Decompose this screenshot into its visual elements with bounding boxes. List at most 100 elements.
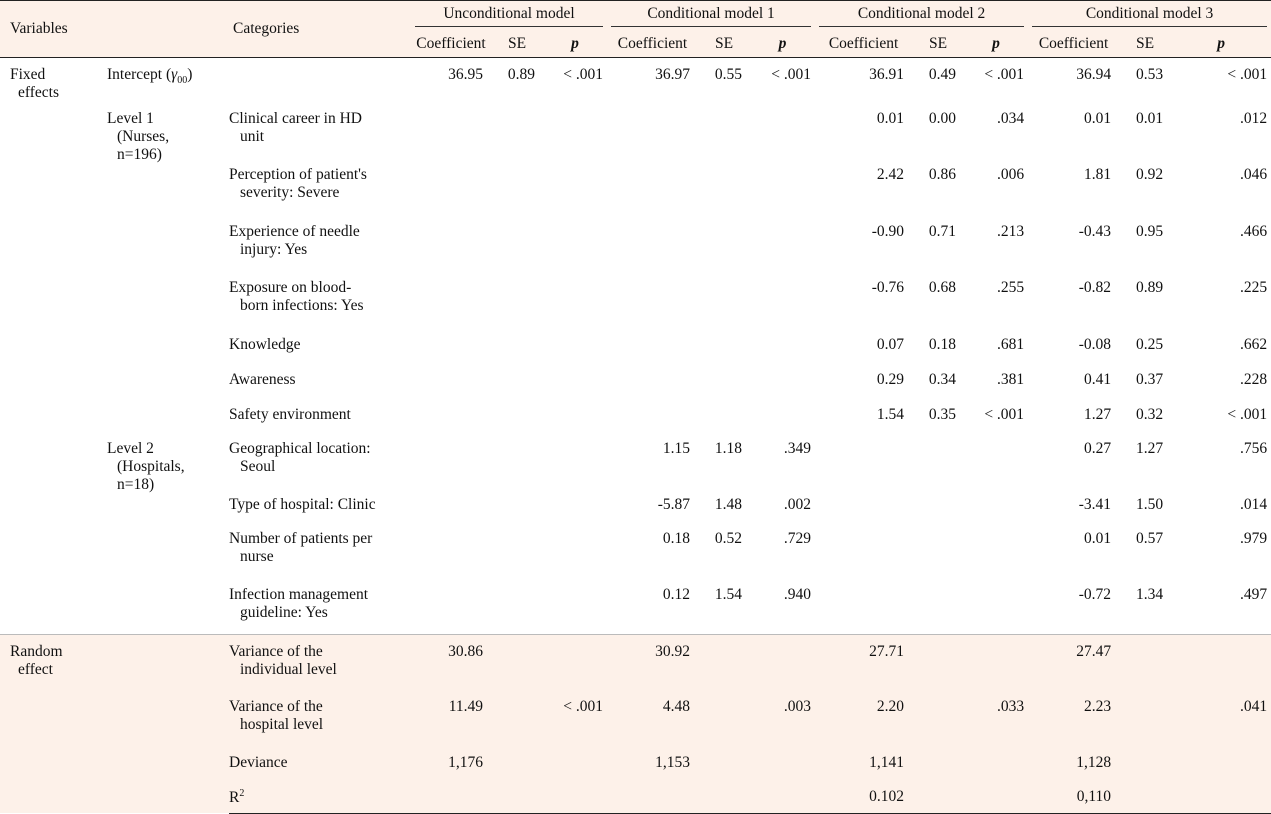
cell-value: [912, 746, 964, 780]
cell-value: [411, 102, 491, 158]
subheader-p: p: [571, 35, 579, 52]
cell-value: [411, 158, 491, 215]
cell-value: 2.20: [876, 698, 905, 715]
cell-value: .033: [996, 698, 1025, 715]
cell-value: [411, 488, 491, 522]
subheader-coefficient: Coefficient: [1038, 35, 1109, 52]
cell-value: [411, 780, 491, 814]
level-label: Level 1 (Nurses, n=196): [107, 110, 170, 163]
category-label: Number of patients per nurse: [229, 530, 373, 565]
cell-value: [411, 215, 491, 271]
category-label: Awareness: [229, 371, 296, 388]
cell-value: [543, 780, 608, 814]
cell-value: < .001: [1227, 406, 1268, 423]
cell-value: [698, 690, 750, 746]
cell-value: [698, 746, 750, 780]
header-conditional-model-2: Conditional model 2: [815, 1, 1028, 32]
subheader-p: p: [778, 35, 787, 52]
cell-value: [411, 578, 491, 634]
cell-value: [964, 522, 1028, 578]
cell-value: [543, 102, 607, 158]
cell-value: [491, 271, 543, 328]
cell-value: .213: [996, 223, 1025, 240]
cell-value: -5.87: [657, 496, 691, 513]
cell-value: 0.41: [1083, 371, 1112, 388]
cell-value: [491, 328, 543, 363]
cell-value: 0.53: [1135, 66, 1164, 83]
category-label: Safety environment: [229, 406, 351, 423]
cell-value: 1.18: [714, 440, 743, 457]
cell-value: 0.29: [876, 371, 905, 388]
fixed-effects-section: Fixed effects Intercept (γ00) 36.95 0.89…: [0, 58, 1271, 103]
cell-value: 0.07: [876, 336, 905, 353]
cell-value: [698, 158, 750, 215]
cell-value: .349: [783, 440, 812, 457]
table-header: Variables Categories Unconditional model…: [0, 0, 1271, 58]
cell-value: 1.27: [1083, 406, 1112, 423]
cell-value: [543, 328, 607, 363]
table-row: Deviance 1,176 1,153 1,141 1,128: [0, 746, 1271, 780]
cell-value: [411, 398, 491, 432]
cell-value: [491, 522, 543, 578]
cell-value: [698, 102, 750, 158]
cell-value: [543, 522, 607, 578]
cell-value: [912, 690, 964, 746]
cell-value: [698, 633, 751, 690]
cell-value: [543, 271, 607, 328]
category-label: Clinical career in HD unit: [229, 110, 362, 145]
cell-value: -0.72: [1078, 586, 1112, 603]
cell-value: [912, 578, 964, 634]
cell-value: 36.95: [448, 66, 483, 83]
cell-value: [964, 432, 1028, 488]
cell-value: 2.42: [876, 166, 905, 183]
cell-value: -0.43: [1078, 223, 1112, 240]
cell-value: [1171, 780, 1271, 814]
cell-value: [491, 578, 543, 634]
cell-value: [491, 780, 543, 814]
table-row: Infection management guideline: Yes 0.12 1.…: [0, 578, 1271, 634]
table-row: Knowledge 0.07 0.18 .681 -0.08 0.25 .662: [0, 328, 1271, 363]
cell-value: [912, 780, 965, 814]
category-label: Variance of the individual level: [229, 633, 411, 690]
cell-value: .046: [1239, 166, 1268, 183]
cell-value: 1.15: [662, 440, 691, 457]
category-label: Experience of needle injury: Yes: [229, 223, 360, 258]
cell-value: 1.27: [1135, 440, 1164, 457]
cell-value: .466: [1239, 223, 1268, 240]
cell-value: [1119, 780, 1172, 814]
subheader-se: SE: [507, 35, 527, 52]
cell-value: [491, 690, 543, 746]
cell-value: 0.71: [928, 223, 957, 240]
cell-value: [411, 328, 491, 363]
subheader-p: p: [992, 35, 1000, 52]
cell-value: .255: [996, 279, 1025, 296]
cell-value: 30.86: [411, 633, 491, 690]
cell-value: 27.47: [1028, 633, 1120, 690]
cell-value: < .001: [1227, 66, 1268, 83]
cell-value: [750, 271, 815, 328]
cell-value: 36.94: [1076, 66, 1112, 83]
cell-value: [964, 578, 1028, 634]
table-row: Perception of patient's severity: Severe 2…: [0, 158, 1271, 215]
cell-value: .002: [783, 496, 812, 513]
subheader-coefficient: Coefficient: [828, 35, 899, 52]
cell-value: [1119, 690, 1171, 746]
cell-value: -3.41: [1078, 496, 1112, 513]
cell-value: [964, 780, 1029, 814]
category-label: Exposure on blood-born infections: Yes: [229, 279, 364, 314]
header-categories: Categories: [233, 20, 300, 37]
header-conditional-model-1: Conditional model 1: [607, 1, 815, 32]
cell-value: 0.68: [928, 279, 957, 296]
cell-value: 0.32: [1135, 406, 1164, 423]
cell-value: [543, 432, 607, 488]
cell-value: 1,176: [448, 754, 483, 771]
cell-value: .014: [1239, 496, 1268, 513]
cell-value: .034: [996, 110, 1025, 127]
cell-value: [491, 102, 543, 158]
header-conditional-model-3: Conditional model 3: [1028, 1, 1271, 32]
cell-value: -0.82: [1078, 279, 1112, 296]
cell-value: .225: [1239, 279, 1268, 296]
cell-value: 1,141: [869, 754, 905, 771]
cell-value: [543, 488, 607, 522]
cell-value: 0.102: [815, 780, 913, 814]
